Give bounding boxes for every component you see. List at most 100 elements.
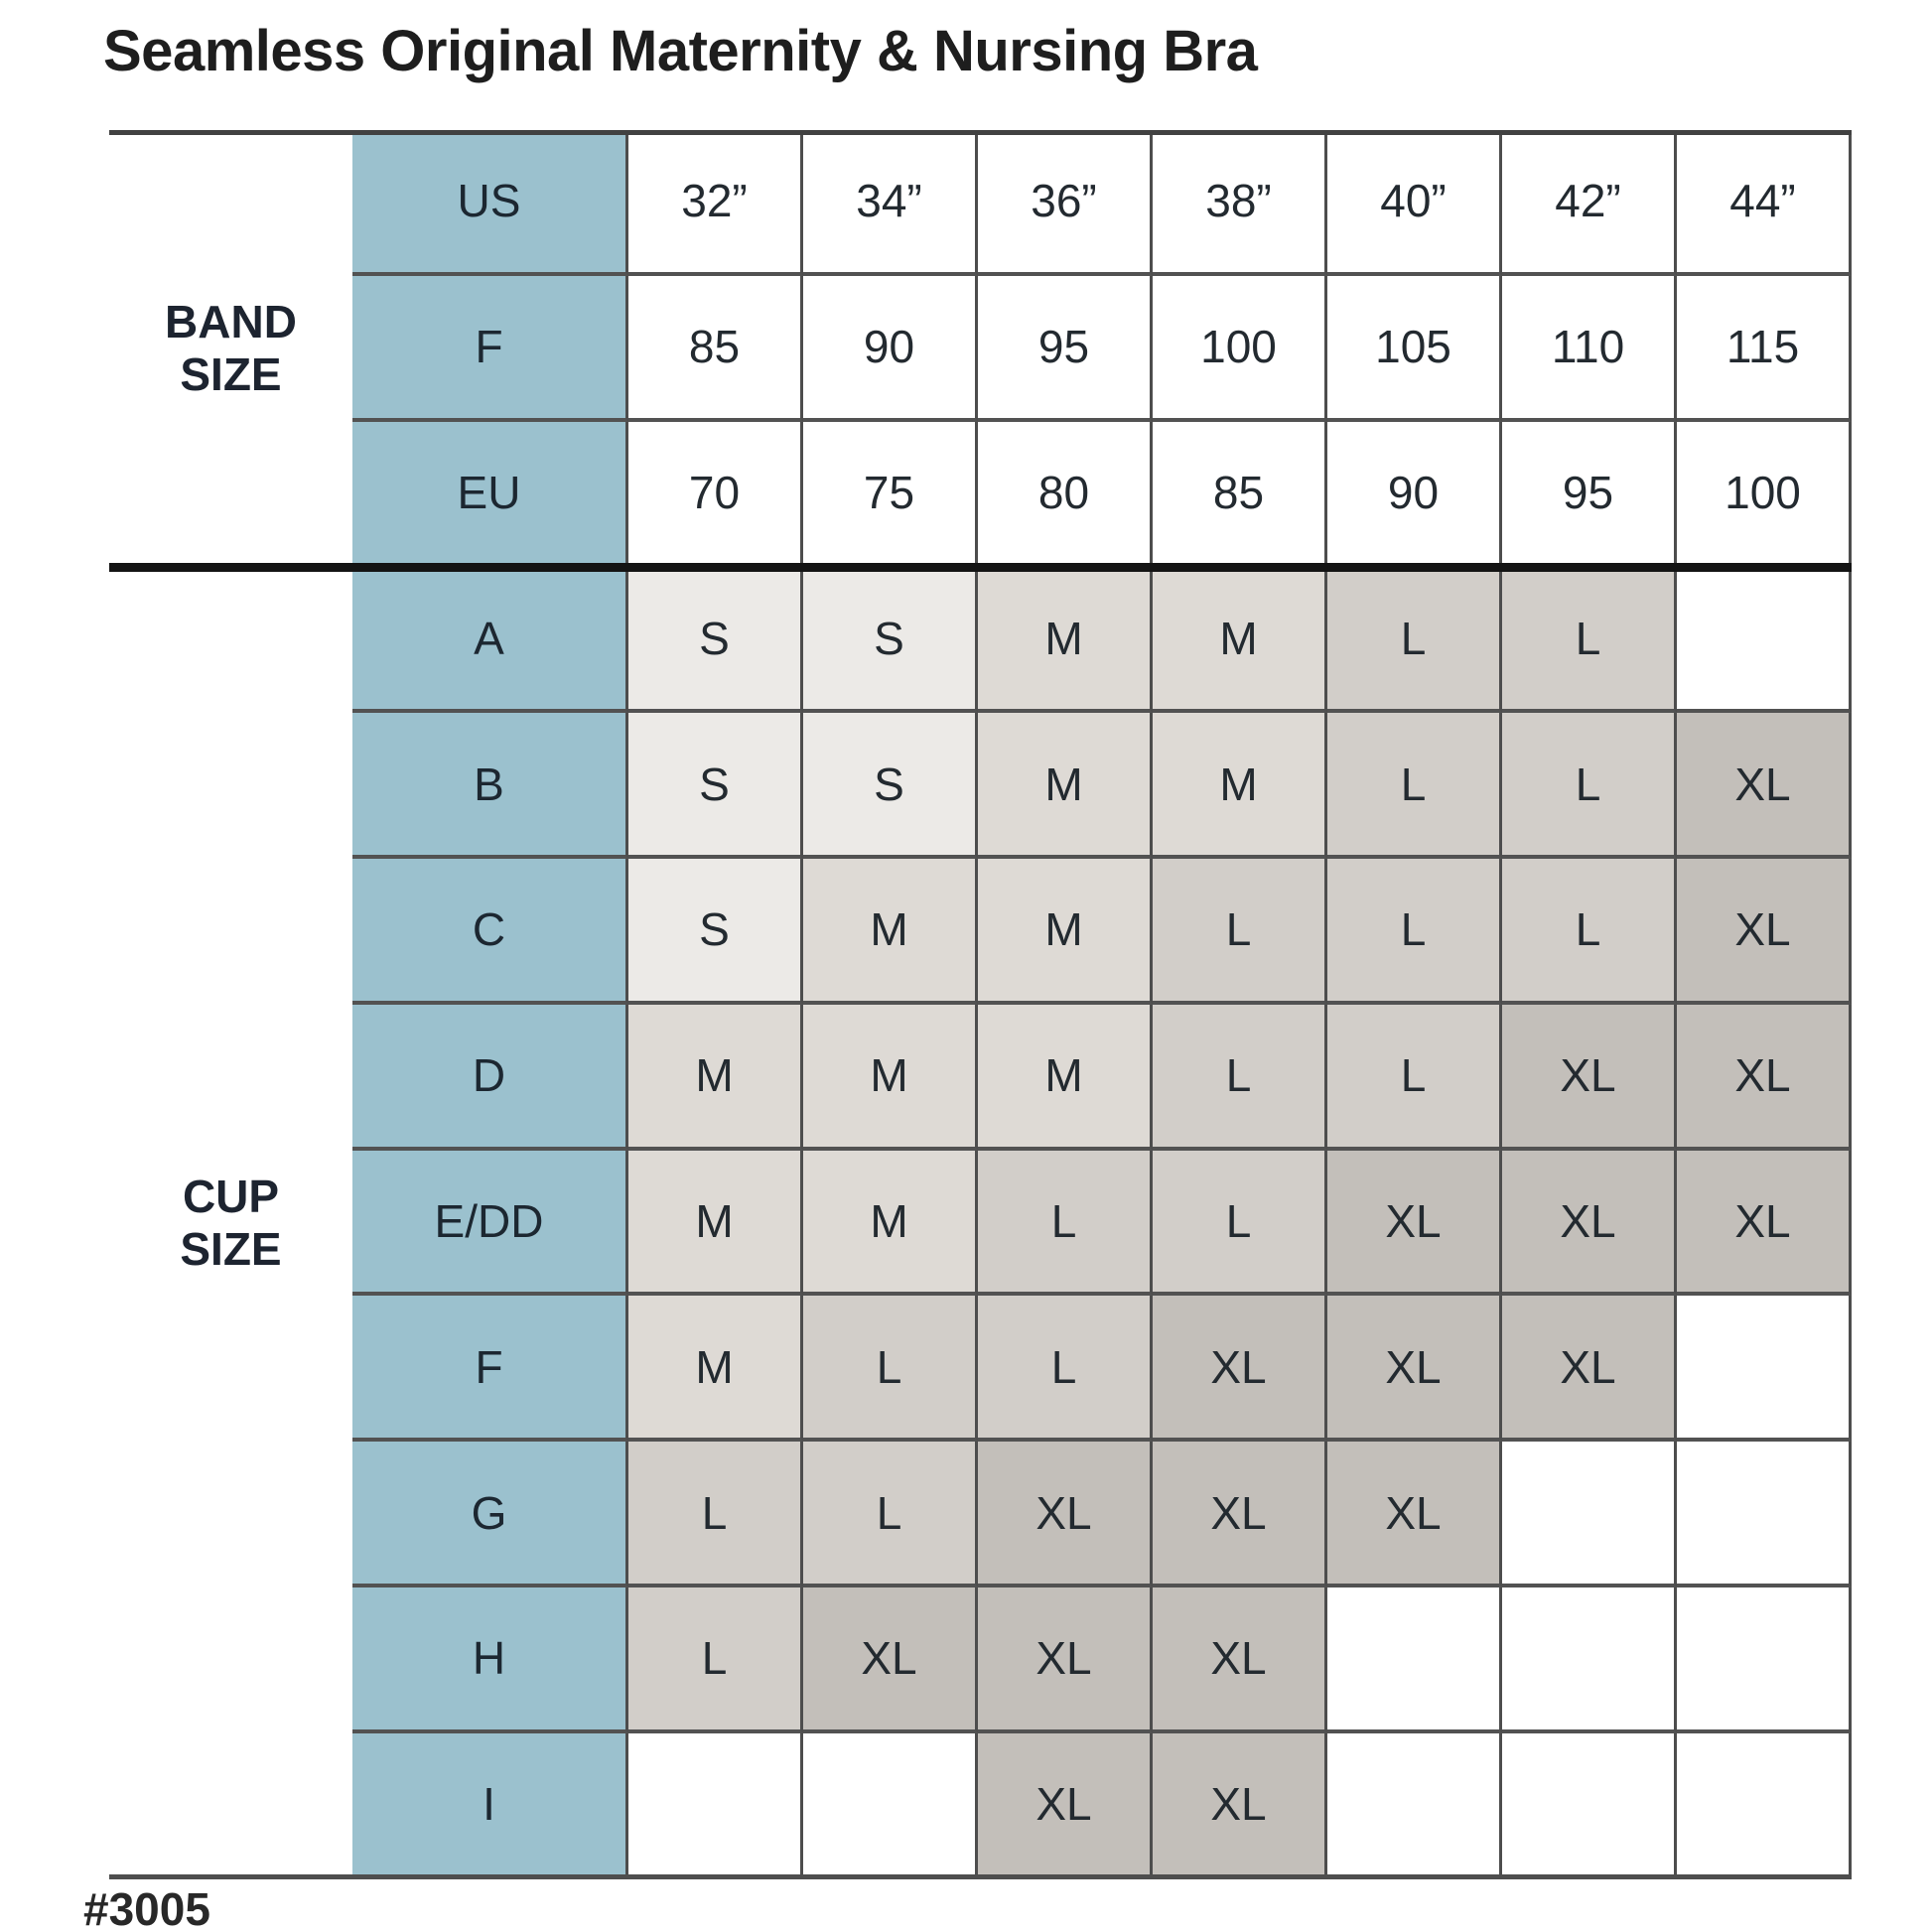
- band-value-cell: 40”: [1327, 130, 1502, 276]
- band-row-label: F: [352, 275, 628, 422]
- band-size-group-label: BAND SIZE: [165, 295, 297, 401]
- size-cell: XL: [1153, 1296, 1327, 1443]
- size-chart-table: BAND SIZE CUP SIZE US 32” 34” 36” 38” 40” 42” 4…: [109, 130, 1852, 1879]
- size-cell: XL: [1677, 1150, 1852, 1297]
- band-value-cell: 90: [1327, 421, 1502, 568]
- band-value-cell: 38”: [1153, 130, 1327, 276]
- table-bottom-border-line: [109, 1873, 1852, 1879]
- size-cell: XL: [1502, 1150, 1677, 1297]
- size-cell: L: [1502, 713, 1677, 859]
- cup-row-label: E/DD: [352, 1150, 628, 1297]
- page-title: Seamless Original Maternity & Nursing Br…: [103, 19, 1258, 83]
- band-value-cell: 42”: [1502, 130, 1677, 276]
- size-cell: S: [803, 567, 978, 714]
- cup-row-label: C: [352, 858, 628, 1005]
- band-value-cell: 70: [628, 421, 803, 568]
- size-cell: M: [628, 1150, 803, 1297]
- size-cell: L: [1153, 1004, 1327, 1151]
- cup-row-label: G: [352, 1442, 628, 1587]
- size-cell: L: [1327, 713, 1502, 859]
- band-row-label: EU: [352, 421, 628, 568]
- size-cell: L: [978, 1296, 1153, 1443]
- size-cell-empty: [803, 1732, 978, 1879]
- size-cell: XL: [1677, 713, 1852, 859]
- size-cell: L: [1502, 858, 1677, 1005]
- size-cell: XL: [1502, 1004, 1677, 1151]
- size-cell: M: [978, 1004, 1153, 1151]
- size-cell: XL: [803, 1587, 978, 1733]
- band-value-cell: 32”: [628, 130, 803, 276]
- band-value-cell: 80: [978, 421, 1153, 568]
- size-cell: XL: [1502, 1296, 1677, 1443]
- size-cell: L: [1153, 858, 1327, 1005]
- size-cell: L: [1502, 567, 1677, 714]
- cup-row-label: B: [352, 713, 628, 859]
- size-cell-empty: [1677, 1442, 1852, 1587]
- size-cell: XL: [978, 1732, 1153, 1879]
- size-cell: M: [1153, 713, 1327, 859]
- band-value-cell: 95: [1502, 421, 1677, 568]
- size-cell: XL: [1677, 1004, 1852, 1151]
- size-cell-empty: [1502, 1732, 1677, 1879]
- band-value-cell: 105: [1327, 275, 1502, 422]
- band-value-cell: 34”: [803, 130, 978, 276]
- size-cell: XL: [1327, 1296, 1502, 1443]
- size-cell: L: [978, 1150, 1153, 1297]
- size-cell: M: [978, 858, 1153, 1005]
- size-cell: M: [978, 567, 1153, 714]
- band-row-label: US: [352, 130, 628, 276]
- band-value-cell: 100: [1153, 275, 1327, 422]
- cup-row-label: A: [352, 567, 628, 714]
- size-cell-empty: [1502, 1587, 1677, 1733]
- size-cell: M: [803, 1150, 978, 1297]
- band-cup-divider-line: [109, 563, 1852, 572]
- size-cell: XL: [1153, 1587, 1327, 1733]
- size-cell: XL: [1327, 1150, 1502, 1297]
- size-cell: XL: [1677, 858, 1852, 1005]
- size-cell: L: [1327, 1004, 1502, 1151]
- size-cell: M: [628, 1296, 803, 1443]
- cup-row-label: I: [352, 1732, 628, 1879]
- size-cell: M: [628, 1004, 803, 1151]
- size-cell: XL: [1153, 1732, 1327, 1879]
- band-value-cell: 95: [978, 275, 1153, 422]
- size-cell-empty: [1677, 1296, 1852, 1443]
- size-cell-empty: [628, 1732, 803, 1879]
- size-cell: S: [628, 713, 803, 859]
- cup-row-label: H: [352, 1587, 628, 1733]
- size-cell: S: [628, 858, 803, 1005]
- band-value-cell: 85: [628, 275, 803, 422]
- size-cell: L: [1153, 1150, 1327, 1297]
- band-value-cell: 36”: [978, 130, 1153, 276]
- size-cell: L: [1327, 858, 1502, 1005]
- cup-row-label: F: [352, 1296, 628, 1443]
- size-cell: L: [803, 1296, 978, 1443]
- size-cell: S: [628, 567, 803, 714]
- cup-row-label: D: [352, 1004, 628, 1151]
- size-cell-empty: [1677, 567, 1852, 714]
- band-value-cell: 75: [803, 421, 978, 568]
- size-cell: XL: [978, 1442, 1153, 1587]
- size-cell-empty: [1677, 1732, 1852, 1879]
- band-value-cell: 115: [1677, 275, 1852, 422]
- size-cell-empty: [1502, 1442, 1677, 1587]
- band-value-cell: 110: [1502, 275, 1677, 422]
- product-code: #3005: [83, 1883, 210, 1932]
- size-cell-empty: [1677, 1587, 1852, 1733]
- size-cell: M: [803, 1004, 978, 1151]
- size-cell-empty: [1327, 1732, 1502, 1879]
- band-value-cell: 90: [803, 275, 978, 422]
- band-value-cell: 85: [1153, 421, 1327, 568]
- cup-size-group-label: CUP SIZE: [180, 1170, 282, 1275]
- size-cell: M: [1153, 567, 1327, 714]
- band-value-cell: 100: [1677, 421, 1852, 568]
- band-value-cell: 44”: [1677, 130, 1852, 276]
- size-cell: XL: [1153, 1442, 1327, 1587]
- size-cell: L: [803, 1442, 978, 1587]
- size-cell: L: [628, 1442, 803, 1587]
- size-cell: XL: [978, 1587, 1153, 1733]
- size-cell: S: [803, 713, 978, 859]
- size-cell: XL: [1327, 1442, 1502, 1587]
- size-cell: L: [1327, 567, 1502, 714]
